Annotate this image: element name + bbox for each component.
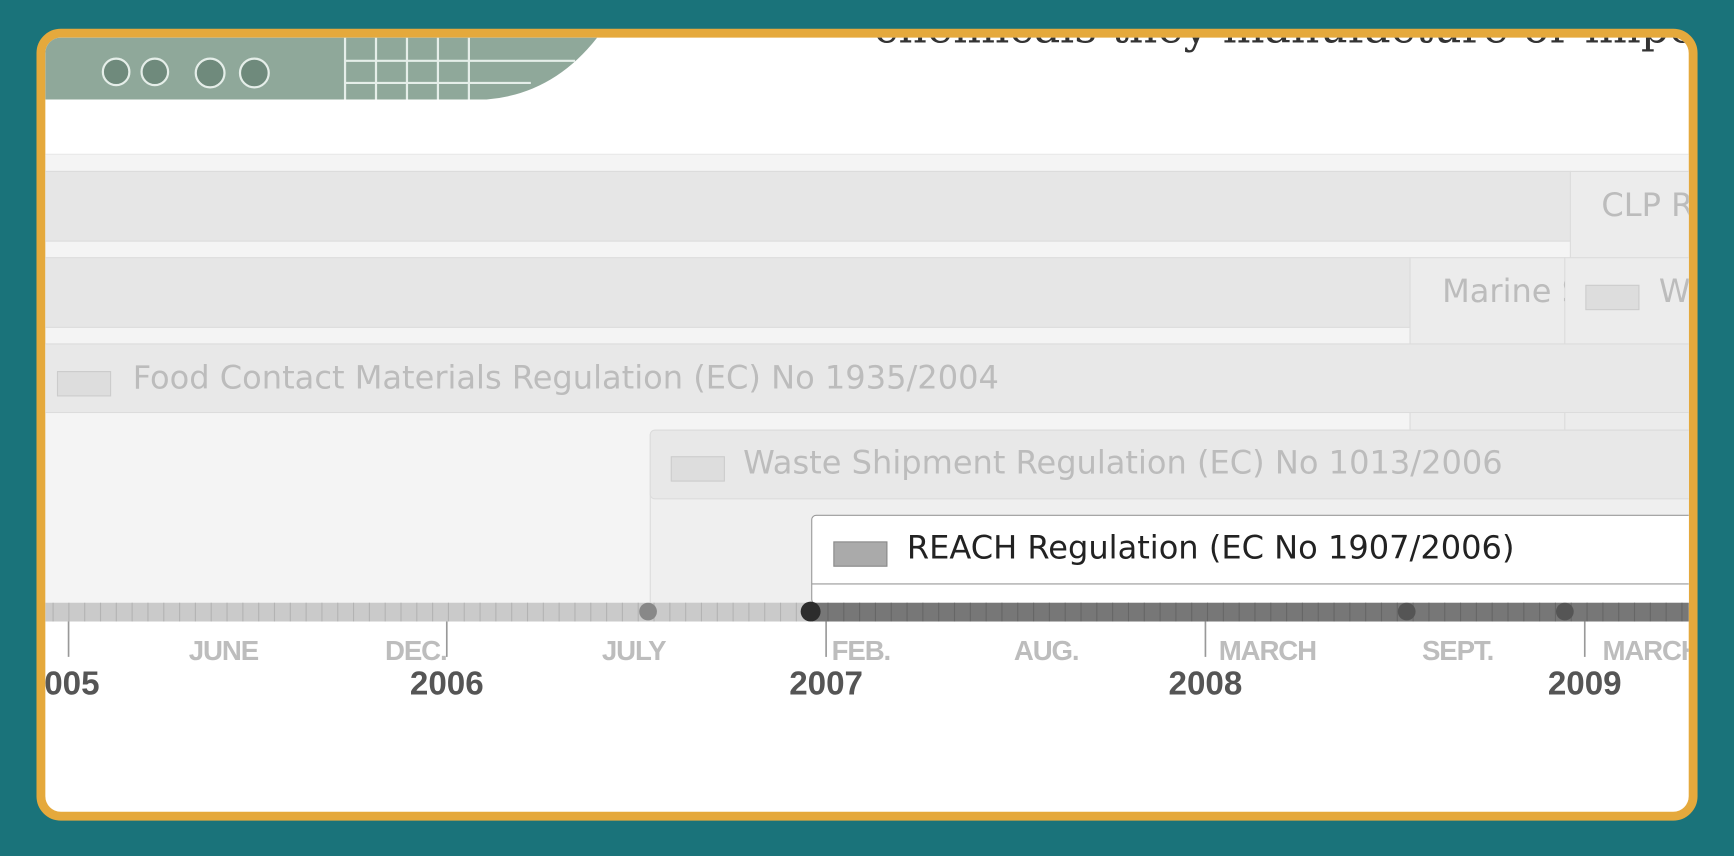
minor-ticks: [52, 602, 1683, 622]
event-title[interactable]: Food Contact Materials Regulation (EC) N…: [133, 358, 999, 396]
month-label: DEC.: [385, 635, 447, 666]
month-label: FEB.: [832, 635, 891, 666]
marker-active[interactable]: [800, 601, 821, 622]
year-label: 2005: [26, 665, 100, 702]
marker[interactable]: [639, 602, 657, 621]
content: chemicals they manufacture or impor CLP …: [26, 2, 1718, 702]
month-label: MARCH: [1602, 635, 1699, 666]
month-label: JULY: [602, 635, 666, 666]
icons: [56, 284, 1640, 567]
month-label: AUG.: [1014, 635, 1079, 666]
axis-band-active: [811, 602, 1689, 622]
event-title[interactable]: Waste Shipment Regulation (EC) No 1013/2…: [743, 443, 1503, 481]
year-label: 2006: [410, 665, 484, 702]
month-label: MARCH: [1219, 635, 1316, 666]
year-label: 2008: [1169, 665, 1243, 702]
month-label: JUNE: [189, 635, 259, 666]
row-bg: [45, 170, 1571, 242]
event-title[interactable]: REACH Regulation (EC No 1907/2006): [907, 529, 1515, 567]
event-block: [45, 343, 1689, 414]
event-title[interactable]: W: [1659, 272, 1691, 310]
viewport: chemicals they manufacture or impor CLP …: [26, 2, 1718, 821]
year-label: 2007: [789, 665, 863, 702]
axis-band: [45, 602, 812, 622]
year-label: 2009: [1548, 665, 1622, 702]
marker[interactable]: [1556, 602, 1574, 621]
row-bg: [45, 257, 1411, 328]
month-label: SEPT.: [1422, 635, 1493, 666]
event-title[interactable]: Marine S: [1442, 272, 1582, 310]
header-image-detail: [101, 37, 576, 100]
event-title[interactable]: CLP R: [1601, 186, 1693, 224]
event-block: [649, 429, 1689, 500]
marker[interactable]: [1397, 602, 1416, 621]
header-text: chemicals they manufacture or impor: [874, 2, 1718, 53]
